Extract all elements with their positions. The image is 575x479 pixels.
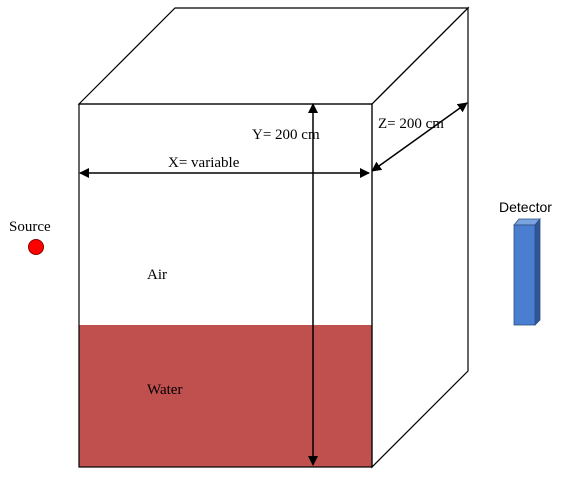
detector-label: Detector xyxy=(499,199,552,215)
detector-icon xyxy=(513,217,541,326)
source-dot xyxy=(28,239,44,255)
detector-side xyxy=(534,217,541,326)
water-label: Water xyxy=(147,382,182,398)
z-dimension-arrow xyxy=(371,102,468,172)
y-dimension-label: Y= 200 cm xyxy=(252,127,320,143)
detector-front xyxy=(513,224,536,326)
box-top-face xyxy=(77,7,470,105)
z-dimension-label: Z= 200 cm xyxy=(378,116,444,132)
air-label: Air xyxy=(147,267,167,283)
source-label: Source xyxy=(9,219,51,235)
x-dimension-label: X= variable xyxy=(168,155,240,171)
box-right-face xyxy=(371,6,469,469)
water-region xyxy=(79,325,372,467)
